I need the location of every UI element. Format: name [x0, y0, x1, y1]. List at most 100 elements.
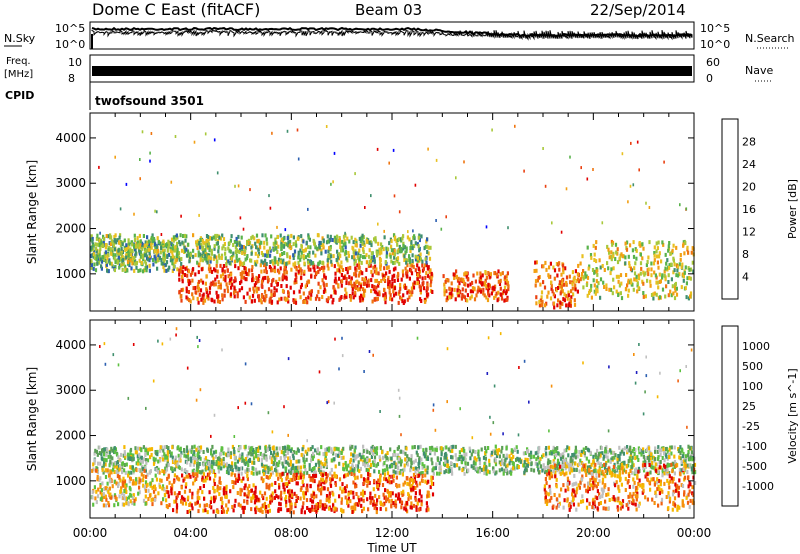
- range-cell: [220, 505, 223, 510]
- range-cell: [197, 282, 200, 287]
- range-cell: [655, 280, 658, 285]
- range-cell: [330, 507, 333, 512]
- range-cell: [124, 454, 127, 459]
- range-cell: [264, 509, 268, 514]
- range-cell: [210, 469, 213, 474]
- range-cell: [345, 464, 348, 469]
- range-cell: [238, 241, 241, 246]
- range-cell: [229, 292, 233, 297]
- range-cell: [443, 453, 447, 457]
- range-cell: [667, 244, 670, 249]
- range-cell: [384, 495, 388, 500]
- range-cell: [595, 269, 598, 274]
- range-cell: [244, 266, 247, 271]
- range-cell: [109, 235, 112, 240]
- range-cell: [408, 237, 411, 242]
- range-cell: [617, 465, 620, 470]
- range-cell: [420, 471, 423, 476]
- range-cell: [579, 277, 582, 282]
- range-cell: [441, 447, 444, 452]
- range-cell: [673, 459, 677, 464]
- range-cell: [349, 297, 352, 302]
- range-cell: [127, 249, 130, 254]
- range-cell: [635, 248, 638, 253]
- range-cell: [400, 505, 403, 510]
- range-cell: [95, 249, 98, 254]
- range-cell: [134, 446, 137, 451]
- range-cell: [409, 485, 412, 490]
- range-cell: [292, 253, 295, 258]
- range-cell: [273, 256, 276, 261]
- range-cell: [321, 473, 324, 478]
- range-cell: [185, 482, 188, 487]
- range-cell: [626, 448, 629, 453]
- range-cell: [154, 450, 157, 454]
- range-cell: [487, 289, 490, 294]
- freq-panel: Freq. [MHz] 10 8 60 0 Nave: [4, 54, 773, 85]
- range-cell: [207, 255, 210, 260]
- range-cell: [390, 456, 393, 461]
- range-cell: [188, 509, 191, 514]
- range-cell: [263, 453, 266, 458]
- range-cell: [234, 289, 237, 293]
- range-cell: [178, 457, 181, 462]
- range-cell: [188, 473, 191, 478]
- range-cell: [686, 463, 689, 468]
- range-cell: [646, 278, 649, 283]
- range-cell: [504, 280, 507, 285]
- range-cell: [270, 460, 273, 464]
- range-cell: [422, 280, 425, 285]
- range-cell: [299, 295, 302, 300]
- range-cell: [250, 470, 253, 475]
- range-cell: [193, 444, 196, 449]
- range-cell: [201, 475, 204, 480]
- range-cell: [121, 267, 124, 272]
- range-cell: [654, 457, 657, 462]
- range-cell: [233, 259, 236, 264]
- range-cell: [556, 462, 559, 467]
- range-cell: [241, 455, 244, 460]
- range-cell: [173, 458, 176, 463]
- range-cell: [691, 464, 695, 468]
- range-cell: [280, 246, 283, 251]
- range-cell: [500, 293, 503, 297]
- range-cell: [371, 284, 374, 289]
- range-cell: [532, 454, 536, 459]
- range-cell: [516, 464, 519, 468]
- range-cell: [230, 234, 233, 239]
- range-cell: [365, 260, 368, 265]
- range-cell: [215, 290, 218, 295]
- range-cell: [213, 299, 216, 304]
- range-cell: [502, 289, 505, 294]
- range-cell: [590, 462, 593, 467]
- range-cell: [250, 251, 253, 256]
- range-cell: [319, 285, 322, 290]
- range-cell: [664, 252, 667, 257]
- range-cell: [255, 245, 258, 250]
- range-cell: [574, 449, 577, 454]
- range-cell: [181, 501, 184, 506]
- range-cell: [560, 284, 563, 289]
- range-cell: [207, 461, 210, 466]
- range-cell: [165, 463, 168, 468]
- range-cell: [328, 495, 331, 500]
- range-cell: [232, 251, 235, 256]
- range-cell: [313, 508, 317, 512]
- range-cell: [219, 457, 222, 462]
- range-cell: [418, 258, 421, 263]
- range-cell: [646, 446, 649, 451]
- range-cell: [550, 284, 553, 289]
- range-cell: [262, 260, 265, 265]
- range-cell: [293, 466, 296, 471]
- range-cell: [138, 233, 141, 238]
- range-cell: [611, 291, 614, 296]
- range-cell: [643, 468, 646, 473]
- range-cell: [306, 451, 309, 456]
- range-cell: [665, 454, 668, 459]
- range-cell: [216, 488, 219, 493]
- range-cell: [242, 227, 245, 231]
- range-cell: [669, 251, 672, 256]
- range-cell: [627, 280, 630, 285]
- range-cell: [244, 483, 247, 488]
- range-cell: [222, 461, 225, 466]
